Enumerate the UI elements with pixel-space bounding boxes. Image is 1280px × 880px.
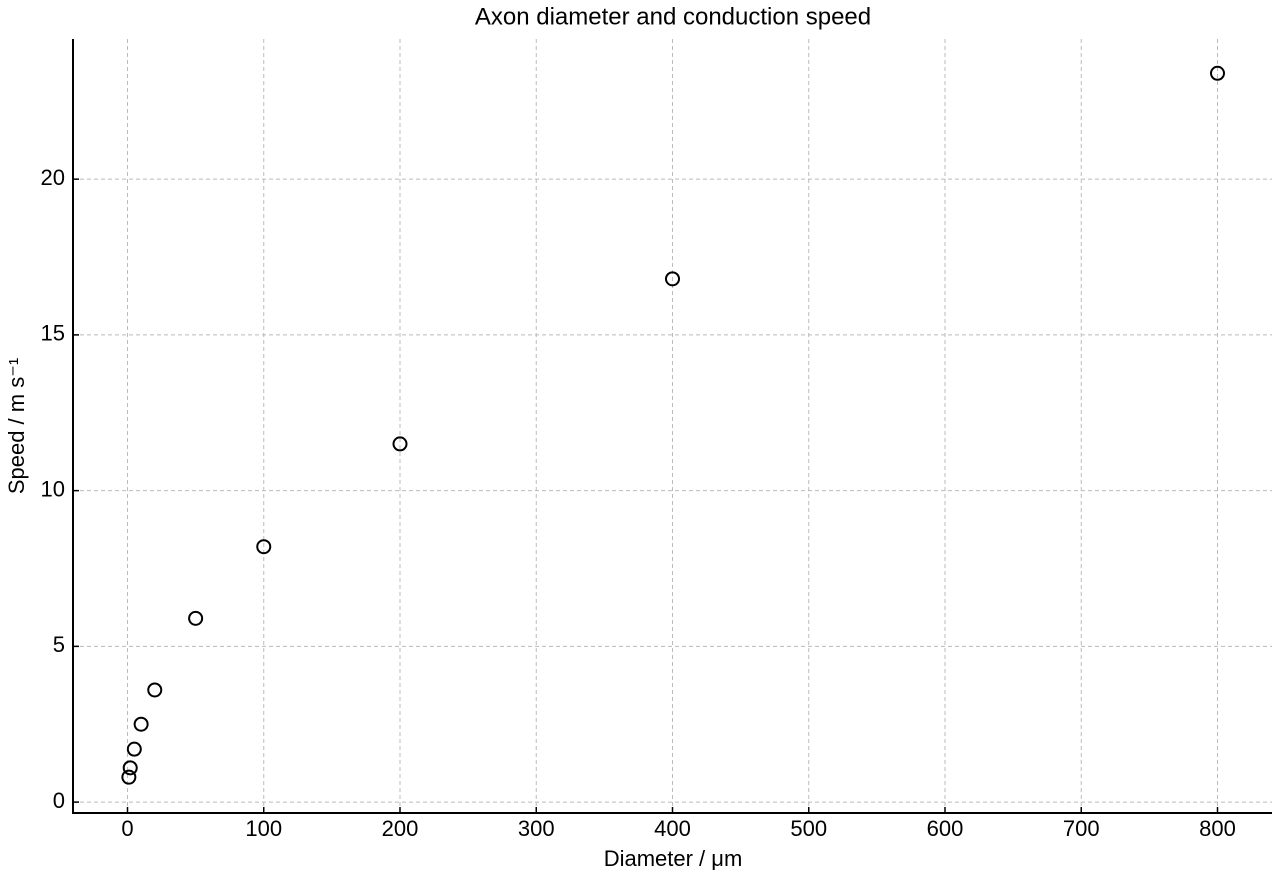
x-tick-label: 100 (245, 816, 282, 841)
point (147, 682, 163, 698)
point (126, 741, 142, 757)
y-tick-label: 10 (41, 476, 65, 501)
x-tick-label: 0 (121, 816, 133, 841)
point (665, 271, 680, 287)
x-tick-label: 400 (654, 816, 691, 841)
point (121, 769, 137, 785)
point (392, 436, 408, 452)
x-tick-label: 500 (790, 816, 827, 841)
x-axis-label: Diameter / μm (604, 846, 743, 871)
y-tick-label: 15 (41, 321, 65, 346)
y-tick-label: 0 (53, 788, 65, 813)
x-tick-label: 700 (1063, 816, 1100, 841)
x-tick-label: 600 (927, 816, 964, 841)
y-axis-label: Speed / m s⁻¹ (4, 358, 29, 494)
point (1210, 65, 1225, 81)
x-tick-label: 200 (382, 816, 419, 841)
y-tick-label: 5 (53, 632, 65, 657)
y-tick-label: 20 (41, 165, 65, 190)
point (122, 760, 138, 776)
point (133, 716, 149, 732)
x-tick-label: 800 (1199, 816, 1236, 841)
point (188, 610, 204, 626)
x-tick-label: 300 (518, 816, 555, 841)
chart-title: Axon diameter and conduction speed (475, 3, 871, 30)
point (256, 539, 272, 555)
